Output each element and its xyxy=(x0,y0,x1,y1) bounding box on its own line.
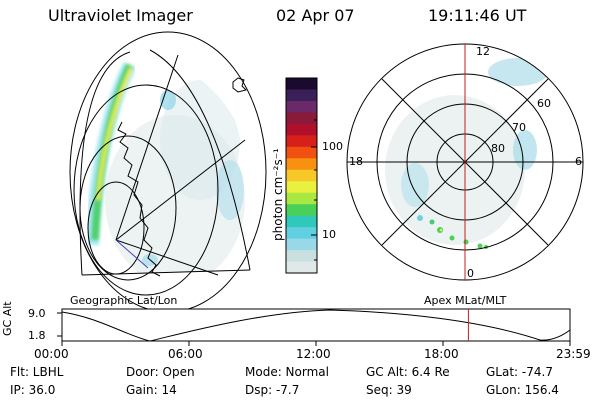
colorbar-swatch xyxy=(286,123,317,136)
info-glat: GLat: -74.7 xyxy=(486,365,553,379)
lat-label-80: 80 xyxy=(491,142,505,155)
timeline-ytick-9: 9.0 xyxy=(28,307,46,320)
timeline-xtick-2359: 23:59 xyxy=(556,347,591,361)
colorbar-label: photon cm⁻²s⁻¹ xyxy=(271,148,285,241)
colorbar-swatch xyxy=(286,215,317,228)
geographic-map-label: Geographic Lat/Lon xyxy=(70,294,178,307)
colorbar-swatch xyxy=(286,227,317,240)
timeline-xtick-1800: 18:00 xyxy=(424,347,459,361)
timeline-xtick-0000: 00:00 xyxy=(34,347,69,361)
lat-label-60: 60 xyxy=(537,97,551,110)
info-seq: Seq: 39 xyxy=(366,383,412,397)
info-flt: Flt: LBHL xyxy=(10,365,64,379)
polar-map xyxy=(346,43,584,281)
timeline-ylabel: GC Alt xyxy=(1,301,14,336)
mlt-label-12: 12 xyxy=(476,45,490,58)
colorbar-swatch xyxy=(286,158,317,171)
time-label: 19:11:46 UT xyxy=(428,6,527,25)
timeline-ytick-1-8: 1.8 xyxy=(28,329,46,342)
colorbar-swatch xyxy=(286,89,317,102)
colorbar-frame xyxy=(285,77,318,274)
colorbar-swatch xyxy=(286,261,317,274)
colorbar-tick-label-10: 10 xyxy=(322,228,336,241)
info-door: Door: Open xyxy=(126,365,195,379)
colorbar-swatch xyxy=(286,112,317,125)
colorbar-swatch xyxy=(286,100,317,114)
colorbar-swatch xyxy=(286,238,317,251)
mlt-label-18: 18 xyxy=(349,155,363,168)
colorbar-swatch xyxy=(286,135,317,148)
left-map-speckle xyxy=(105,80,245,275)
mlt-label-6: 6 xyxy=(575,155,582,168)
colorbar xyxy=(285,77,318,274)
colorbar-gradient xyxy=(286,78,317,274)
colorbar-swatch xyxy=(286,204,317,217)
lat-label-70: 70 xyxy=(512,121,526,134)
info-gc-alt: GC Alt: 6.4 Re xyxy=(366,365,450,379)
colorbar-tick-label-100: 100 xyxy=(322,140,343,153)
mlt-label-0: 0 xyxy=(467,267,474,280)
colorbar-swatch xyxy=(286,146,317,159)
info-mode: Mode: Normal xyxy=(245,365,329,379)
colorbar-swatch xyxy=(286,192,317,205)
info-gain: Gain: 14 xyxy=(126,383,177,397)
auroral-arc-left xyxy=(85,61,137,246)
timeline-panel xyxy=(57,308,571,346)
timeline-xtick-0600: 06:00 xyxy=(168,347,203,361)
info-ip: IP: 36.0 xyxy=(10,383,56,397)
info-glon: GLon: 156.4 xyxy=(486,383,559,397)
date-label: 02 Apr 07 xyxy=(276,6,355,25)
instrument-title: Ultraviolet Imager xyxy=(48,6,193,25)
colorbar-swatch xyxy=(286,250,317,263)
colorbar-swatch xyxy=(286,78,317,91)
coastline xyxy=(117,121,161,277)
meridian-line xyxy=(115,239,149,269)
colorbar-swatch xyxy=(286,181,317,194)
geographic-map xyxy=(69,31,267,313)
polar-map-label: Apex MLat/MLT xyxy=(424,294,507,307)
timeline-xtick-1200: 12:00 xyxy=(296,347,331,361)
altitude-curve xyxy=(61,309,571,342)
coastline-island xyxy=(232,77,247,93)
timeline-frame xyxy=(61,308,571,342)
colorbar-swatch xyxy=(286,169,317,182)
info-dsp: Dsp: -7.7 xyxy=(245,383,300,397)
